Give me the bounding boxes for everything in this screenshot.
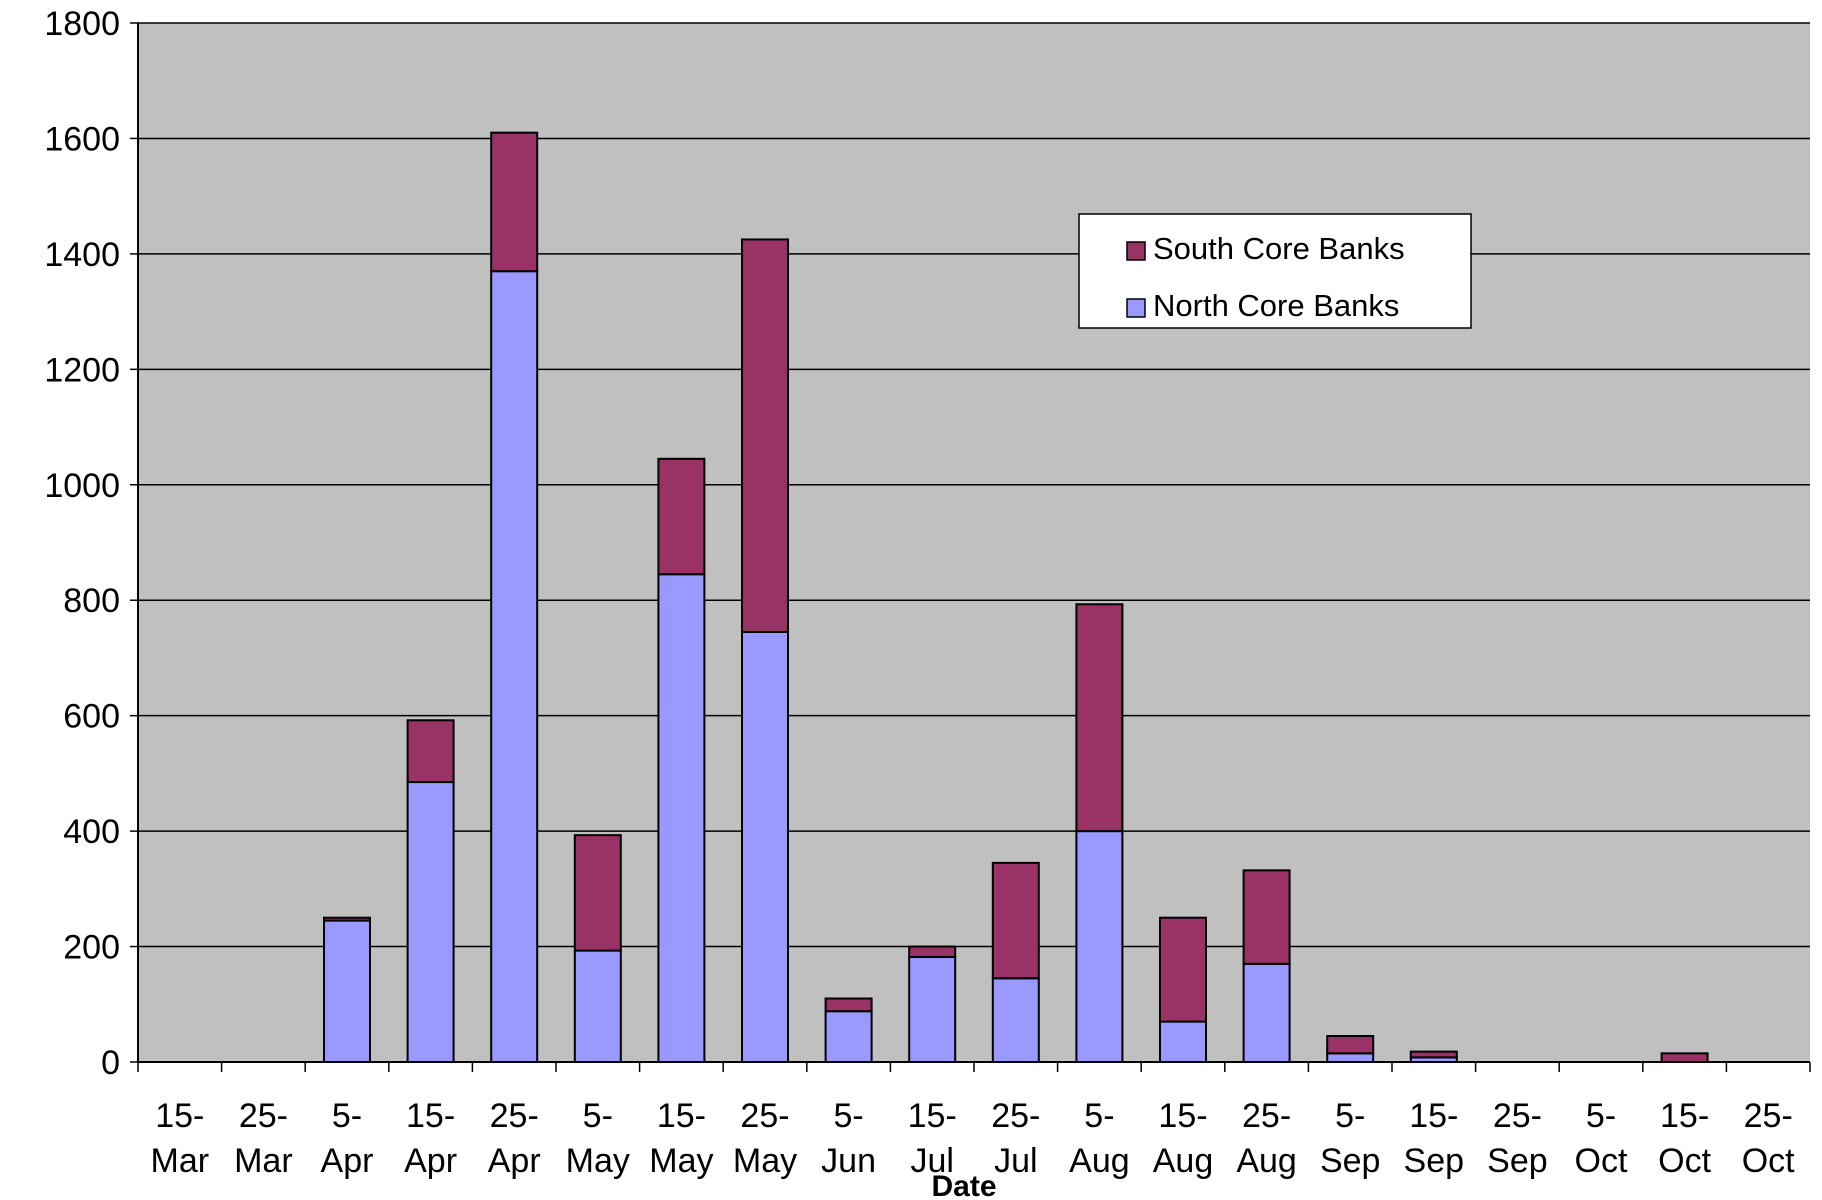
x-tick-label: 15-Apr: [404, 1097, 457, 1180]
legend-swatch: [1126, 241, 1146, 261]
x-tick-label: 5-Apr: [321, 1097, 374, 1180]
x-tick-label: 25-Aug: [1236, 1097, 1297, 1180]
bar-south-core-banks: [824, 997, 873, 1013]
y-tick-label: 400: [63, 813, 120, 851]
x-tick-label: 5-Oct: [1575, 1097, 1628, 1180]
y-tick-label: 1000: [44, 467, 120, 505]
y-tick-label: 0: [101, 1044, 120, 1082]
y-tick-label: 1800: [44, 5, 120, 43]
bar-north-core-banks: [406, 781, 455, 1064]
legend-label: South Core Banks: [1153, 231, 1405, 266]
legend: South Core Banks North Core Banks: [1078, 213, 1472, 329]
x-tick-label: 5-Aug: [1069, 1097, 1130, 1180]
bar-north-core-banks: [908, 955, 957, 1063]
x-tick-label: 15-Aug: [1153, 1097, 1214, 1180]
bar-south-core-banks: [490, 131, 539, 273]
bar-south-core-banks: [1242, 869, 1291, 965]
bar-south-core-banks: [406, 719, 455, 784]
x-tick-label: 25-Apr: [488, 1097, 541, 1180]
y-tick-label: 1200: [44, 351, 120, 389]
bar-south-core-banks: [573, 834, 622, 952]
y-tick-label: 800: [63, 582, 120, 620]
x-axis-title: Date: [931, 1170, 996, 1200]
plot-area-background: [138, 23, 1810, 1062]
y-tick-label: 200: [63, 929, 120, 967]
bar-south-core-banks: [741, 238, 789, 633]
legend-label: North Core Banks: [1153, 288, 1399, 323]
bar-south-core-banks: [1409, 1050, 1458, 1059]
x-tick-label: 15-Mar: [151, 1097, 210, 1180]
x-tick-label: 5-May: [566, 1097, 630, 1180]
bar-north-core-banks: [490, 270, 539, 1063]
bar-south-core-banks: [1159, 916, 1207, 1023]
bar-north-core-banks: [741, 630, 789, 1063]
bar-north-core-banks: [1326, 1052, 1375, 1064]
axes: [137, 23, 1811, 1072]
x-tick-label: 15-Sep: [1404, 1097, 1465, 1180]
x-tick-label: 15-Oct: [1658, 1097, 1711, 1180]
x-tick-label: 25-Mar: [234, 1097, 293, 1180]
x-tick-label: 25-Oct: [1742, 1097, 1795, 1180]
x-tick-labels: 15-Mar 25-Mar 5-Apr 15-Apr 25-Apr 5-May 15-May…: [151, 1097, 1796, 1180]
bar-north-core-banks: [991, 977, 1040, 1064]
x-tick-label: 15-May: [649, 1097, 713, 1180]
y-tick-label: 600: [63, 698, 120, 736]
bar-north-core-banks: [1075, 830, 1124, 1063]
bar-south-core-banks: [323, 916, 371, 922]
bar-north-core-banks: [1159, 1020, 1207, 1063]
x-tick-label: 5-Jun: [821, 1097, 876, 1180]
bar-north-core-banks: [573, 949, 622, 1064]
bar-north-core-banks: [323, 919, 371, 1064]
bar-north-core-banks: [1242, 962, 1291, 1063]
x-tick-label: 25-Jul: [991, 1097, 1040, 1180]
x-tick-label: 25-May: [733, 1097, 797, 1180]
x-tick-label: 5-Sep: [1320, 1097, 1381, 1180]
bar-north-core-banks: [657, 573, 706, 1063]
bar-south-core-banks: [1326, 1035, 1375, 1055]
x-tick-label: 25-Sep: [1487, 1097, 1548, 1180]
bar-north-core-banks: [824, 1010, 873, 1064]
bar-south-core-banks: [1075, 603, 1124, 833]
bar-south-core-banks: [991, 861, 1040, 980]
bars: [156, 131, 1792, 1064]
bar-south-core-banks: [657, 457, 706, 576]
x-tick-label: 15-Jul: [908, 1097, 957, 1180]
bar-south-core-banks: [1660, 1052, 1709, 1064]
legend-swatch: [1126, 298, 1146, 318]
y-tick-labels: 0 200 400 600 800 1000 1200 1400 1600 1800: [44, 5, 120, 1082]
bar-south-core-banks: [908, 945, 957, 958]
y-tick-label: 1600: [44, 120, 120, 158]
y-tick-label: 1400: [44, 236, 120, 274]
